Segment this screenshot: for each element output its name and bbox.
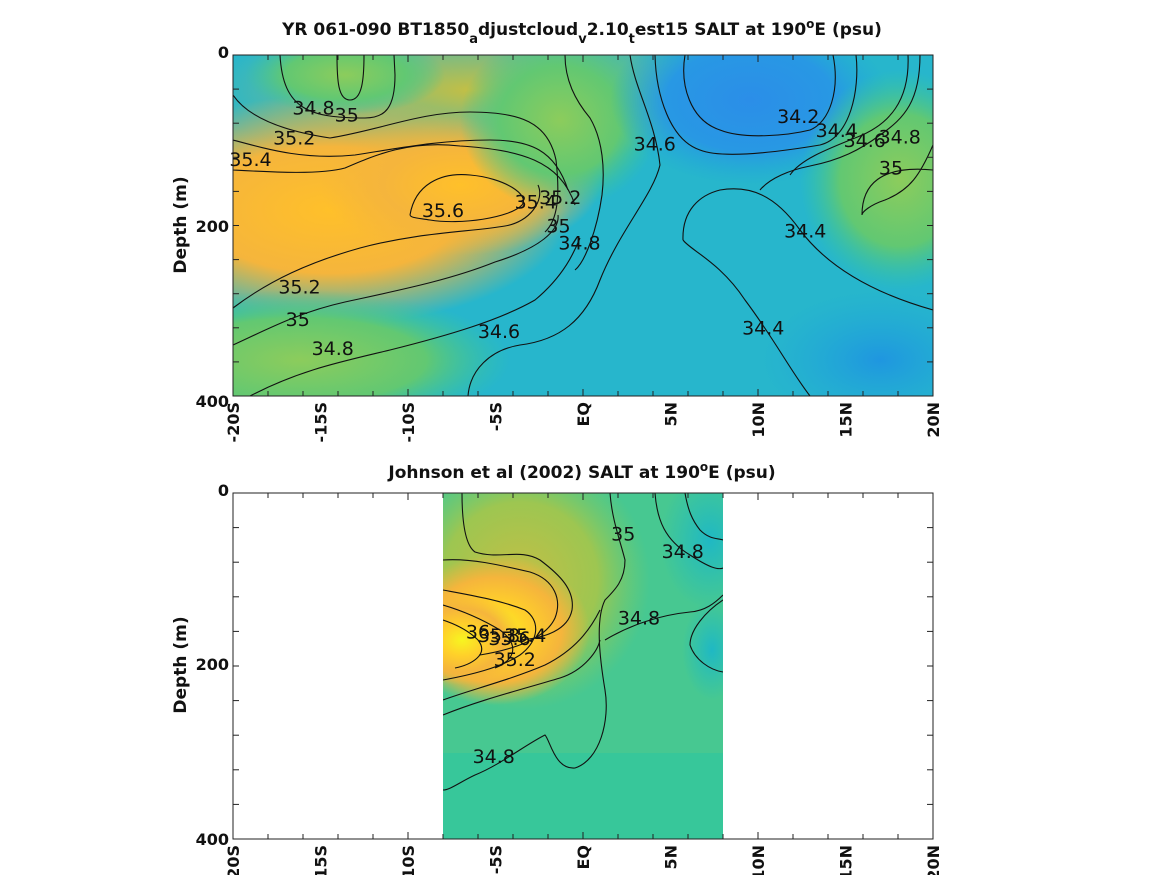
top-contours (233, 55, 933, 396)
top-xtick-label: 20N (924, 402, 943, 438)
bottom-axis-ticks (232, 492, 934, 840)
top-contour-label: 34.6 (634, 133, 676, 155)
top-contour-label: 35 (286, 309, 310, 331)
bottom-ytick-0: 0 (218, 481, 229, 500)
top-ytick-0: 0 (218, 43, 229, 62)
top-xtick-label: -5S (487, 402, 506, 431)
top-contour-label: 35 (335, 104, 359, 126)
bottom-contour-label: 35 (611, 524, 635, 546)
top-contour-label: 35.6 (422, 200, 464, 222)
top-contour-label: 35.2 (278, 277, 320, 299)
bottom-contour-label: 34.8 (662, 541, 704, 563)
top-contour-label: 34.6 (478, 321, 520, 343)
top-xtick-label: EQ (574, 402, 593, 427)
top-contour-label: 34.8 (558, 232, 600, 254)
bottom-xtick-label: -15S (312, 845, 331, 875)
top-contour-label: 35 (879, 157, 903, 179)
bottom-xtick-label: 10N (749, 845, 768, 875)
top-contour-label: 34.8 (879, 127, 921, 149)
top-contour-label: 34.2 (777, 106, 819, 128)
top-x-tick-labels: -20S -15S -10S -5S EQ 5N 10N 15N 20N (224, 402, 943, 442)
bottom-x-tick-labels: -20S -15S -10S -5S EQ 5N 10N 15N 20N (224, 845, 943, 875)
bottom-contour-label: 36 (466, 621, 490, 643)
bottom-ytick-200: 200 (196, 655, 229, 674)
top-contour-label: 34.4 (784, 220, 826, 242)
top-contour-label: 34.6 (844, 130, 886, 152)
top-contour-label: 34.8 (292, 98, 334, 120)
bottom-xtick-label: -20S (224, 845, 243, 875)
bottom-xtick-label: -10S (399, 845, 418, 875)
top-contour-label: 35.2 (539, 187, 581, 209)
top-xtick-label: -20S (224, 402, 243, 442)
bottom-xtick-label: 5N (662, 845, 681, 870)
top-contour-label: 35.4 (229, 149, 271, 171)
bottom-contour-label: 35.6 (488, 628, 530, 650)
bottom-panel: Johnson et al (2002) SALT at 190oE (psu) (171, 460, 943, 875)
top-contour-label: 34.8 (312, 338, 354, 360)
top-contour-label: 35.4 (515, 191, 557, 213)
bottom-ytick-400: 400 (196, 830, 229, 849)
bottom-xtick-label: 20N (924, 845, 943, 875)
top-xtick-label: 5N (662, 402, 681, 427)
bottom-contour-label: 35.8 (478, 625, 520, 647)
bottom-y-axis-label: Depth (m) (171, 616, 191, 713)
bottom-contour-label: 34.8 (618, 607, 660, 629)
top-xtick-label: -15S (312, 402, 331, 442)
top-chart-title: YR 061-090 BT1850adjustcloudv2.10test15 … (281, 17, 882, 47)
top-panel: YR 061-090 BT1850adjustcloudv2.10test15 … (171, 17, 943, 442)
top-axis-ticks (232, 54, 934, 397)
bottom-heatmap-field (443, 493, 723, 839)
top-contour-label: 35.2 (273, 128, 315, 150)
bottom-xtick-label: -5S (487, 845, 506, 874)
top-contour-label: 35 (546, 215, 570, 237)
bottom-contour-label: 35.4 (504, 625, 546, 647)
bottom-contour-label: 34.8 (473, 746, 515, 768)
top-ytick-200: 200 (196, 217, 229, 236)
top-xtick-label: 15N (837, 402, 856, 438)
top-xtick-label: -10S (399, 402, 418, 442)
bottom-chart-title: Johnson et al (2002) SALT at 190oE (psu) (387, 460, 775, 483)
bottom-xtick-label: EQ (574, 845, 593, 870)
top-ytick-400: 400 (196, 392, 229, 411)
bottom-contours (443, 493, 723, 791)
top-contour-label: 34.4 (742, 318, 784, 340)
top-y-axis-label: Depth (m) (171, 176, 191, 273)
bottom-xtick-label: 15N (837, 845, 856, 875)
bottom-contour-label: 35.2 (494, 649, 536, 671)
top-xtick-label: 10N (749, 402, 768, 438)
top-contour-label: 34.4 (816, 120, 858, 142)
